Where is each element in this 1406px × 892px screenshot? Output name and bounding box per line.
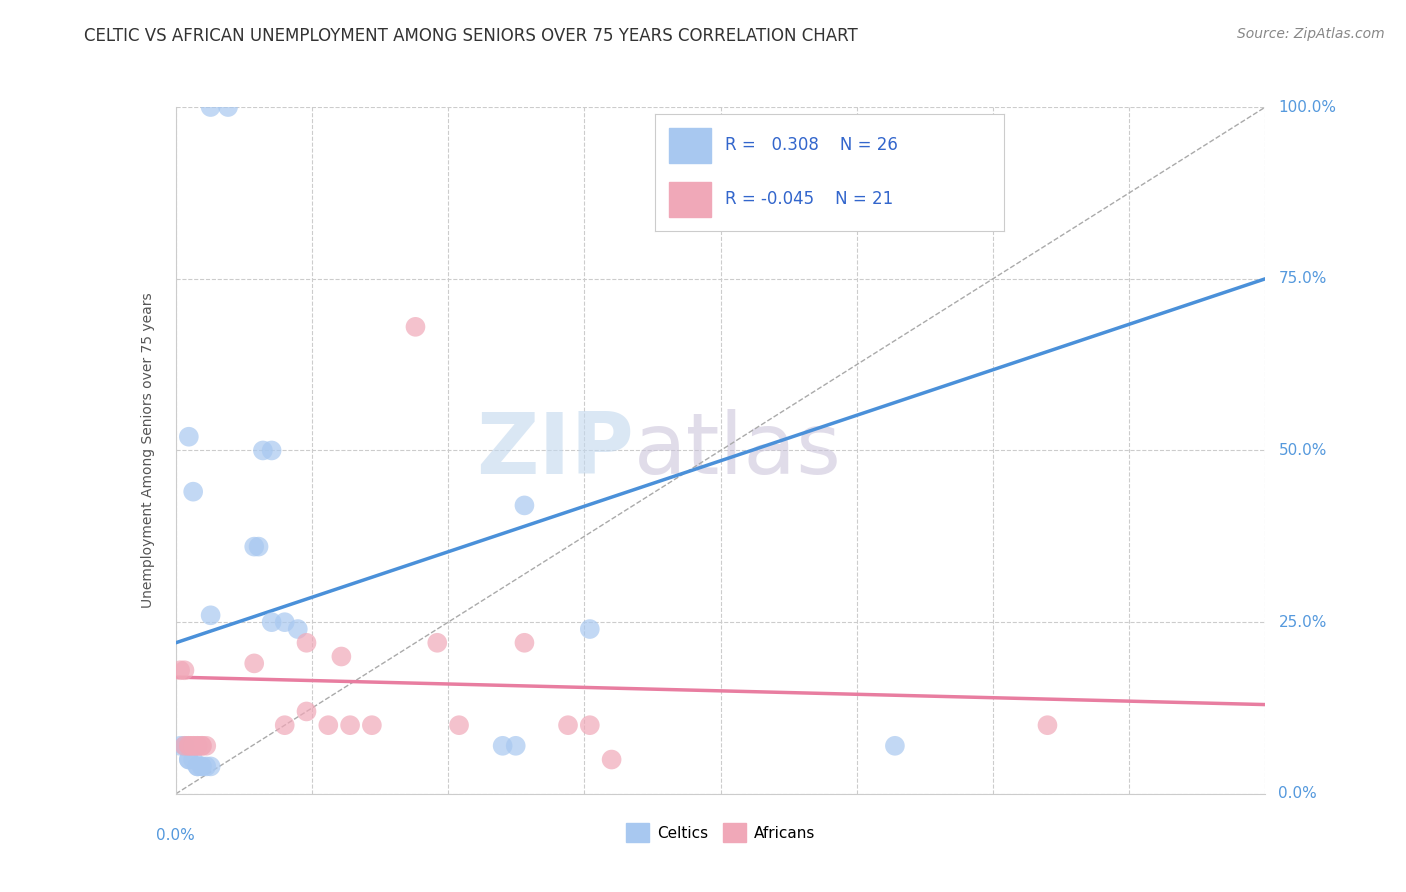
Point <box>243 540 266 554</box>
Point <box>318 718 340 732</box>
Text: CELTIC VS AFRICAN UNEMPLOYMENT AMONG SENIORS OVER 75 YEARS CORRELATION CHART: CELTIC VS AFRICAN UNEMPLOYMENT AMONG SEN… <box>84 27 858 45</box>
Point <box>260 443 283 458</box>
Point <box>287 622 309 636</box>
Text: atlas: atlas <box>633 409 841 492</box>
Point <box>600 753 623 767</box>
Point <box>513 636 536 650</box>
Text: 25.0%: 25.0% <box>1278 615 1327 630</box>
Point <box>186 739 209 753</box>
Point <box>173 739 195 753</box>
Point <box>186 759 209 773</box>
Point <box>295 636 318 650</box>
Point <box>191 759 214 773</box>
Point <box>274 718 297 732</box>
Point <box>247 540 270 554</box>
Point <box>557 718 579 732</box>
Text: 75.0%: 75.0% <box>1278 271 1327 286</box>
Point <box>191 739 214 753</box>
Text: 100.0%: 100.0% <box>1278 100 1337 114</box>
Point <box>169 739 191 753</box>
Point <box>200 759 222 773</box>
Text: ZIP: ZIP <box>475 409 633 492</box>
Point <box>405 319 427 334</box>
Point <box>191 759 214 773</box>
Y-axis label: Unemployment Among Seniors over 75 years: Unemployment Among Seniors over 75 years <box>141 293 155 608</box>
Point <box>330 649 353 664</box>
Point <box>243 657 266 671</box>
Point <box>505 739 527 753</box>
Point <box>195 739 218 753</box>
Point <box>177 739 200 753</box>
Point <box>181 484 204 499</box>
Point <box>191 739 214 753</box>
Point <box>492 739 515 753</box>
Point <box>1036 718 1059 732</box>
Text: Source: ZipAtlas.com: Source: ZipAtlas.com <box>1237 27 1385 41</box>
Point <box>177 430 200 444</box>
Point <box>195 759 218 773</box>
Point <box>295 705 318 719</box>
Point <box>339 718 361 732</box>
Text: 0.0%: 0.0% <box>1278 787 1317 801</box>
Point <box>426 636 449 650</box>
Legend: Celtics, Africans: Celtics, Africans <box>620 817 821 848</box>
Point <box>447 718 470 732</box>
Point <box>181 753 204 767</box>
Point <box>173 739 195 753</box>
Point <box>177 753 200 767</box>
Point <box>579 718 602 732</box>
Point <box>260 615 283 630</box>
Point <box>186 739 209 753</box>
Text: 0.0%: 0.0% <box>156 828 195 843</box>
Point <box>177 739 200 753</box>
Point <box>169 663 191 677</box>
Point <box>884 739 907 753</box>
Point <box>274 615 297 630</box>
Point <box>177 753 200 767</box>
Point <box>173 663 195 677</box>
Point <box>181 739 204 753</box>
Text: 50.0%: 50.0% <box>1278 443 1327 458</box>
Point <box>579 622 602 636</box>
Point <box>200 608 222 623</box>
Point <box>217 100 239 114</box>
Point <box>252 443 274 458</box>
Point <box>360 718 382 732</box>
Point <box>513 499 536 513</box>
Point <box>186 759 209 773</box>
Point <box>181 739 204 753</box>
Point <box>200 100 222 114</box>
